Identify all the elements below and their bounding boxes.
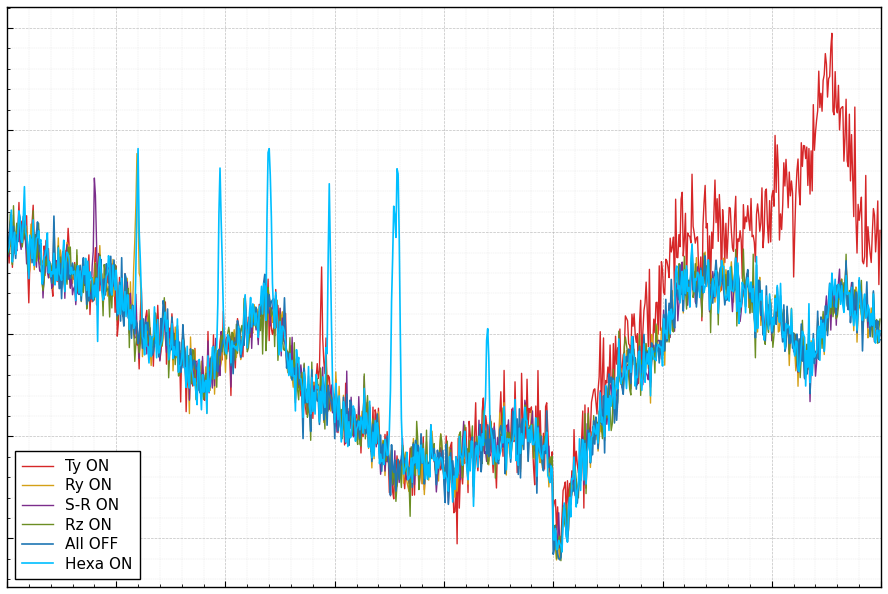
Ty ON (532, 464, 543, 471)
Line: Rz ON: Rz ON (7, 206, 880, 561)
Ty ON (2, 216, 12, 223)
Ry ON (875, 330, 885, 337)
Line: Ry ON: Ry ON (7, 154, 880, 560)
S-R ON (560, 505, 571, 513)
S-R ON (89, 175, 99, 182)
S-R ON (510, 406, 520, 413)
All OFF (560, 507, 571, 514)
All OFF (554, 556, 565, 563)
Ty ON (665, 235, 676, 242)
Ry ON (666, 298, 677, 305)
All OFF (13, 210, 24, 217)
Ry ON (131, 150, 142, 157)
Rz ON (756, 295, 766, 302)
Rz ON (560, 523, 571, 530)
All OFF (510, 396, 520, 403)
Hexa ON (510, 396, 520, 403)
Rz ON (556, 557, 567, 564)
Hexa ON (666, 305, 677, 312)
Ty ON (755, 228, 765, 235)
Rz ON (510, 405, 520, 412)
Ty ON (827, 30, 837, 37)
Hexa ON (557, 548, 567, 555)
Rz ON (56, 285, 67, 292)
Line: S-R ON: S-R ON (7, 178, 880, 548)
S-R ON (533, 415, 543, 422)
S-R ON (875, 332, 885, 339)
Ty ON (559, 484, 569, 491)
Line: Ty ON: Ty ON (7, 33, 880, 559)
S-R ON (554, 544, 565, 551)
Hexa ON (875, 327, 885, 334)
Ry ON (560, 504, 571, 511)
Line: All OFF: All OFF (7, 213, 880, 560)
S-R ON (666, 297, 677, 304)
Rz ON (8, 202, 19, 209)
S-R ON (55, 284, 66, 291)
S-R ON (2, 253, 12, 260)
All OFF (56, 295, 67, 302)
Ry ON (55, 247, 66, 254)
Rz ON (2, 244, 12, 251)
Ry ON (756, 322, 766, 329)
Rz ON (666, 303, 677, 310)
S-R ON (756, 287, 766, 295)
Ty ON (875, 227, 885, 234)
Ry ON (510, 412, 520, 419)
Hexa ON (55, 272, 66, 279)
Hexa ON (533, 424, 543, 431)
All OFF (875, 336, 885, 343)
Ty ON (554, 555, 565, 563)
Rz ON (875, 315, 885, 323)
Hexa ON (560, 514, 571, 521)
Ry ON (533, 436, 543, 443)
All OFF (533, 422, 543, 429)
Legend: Ty ON, Ry ON, S-R ON, Rz ON, All OFF, Hexa ON: Ty ON, Ry ON, S-R ON, Rz ON, All OFF, He… (14, 451, 140, 579)
All OFF (756, 312, 766, 319)
Hexa ON (756, 296, 766, 304)
Line: Hexa ON: Hexa ON (7, 148, 880, 552)
All OFF (666, 276, 677, 283)
Ty ON (509, 438, 519, 445)
Hexa ON (2, 250, 12, 257)
Hexa ON (132, 145, 143, 152)
Ry ON (551, 557, 562, 564)
Rz ON (533, 414, 543, 421)
Ty ON (55, 263, 66, 270)
Ry ON (2, 225, 12, 232)
All OFF (2, 220, 12, 227)
